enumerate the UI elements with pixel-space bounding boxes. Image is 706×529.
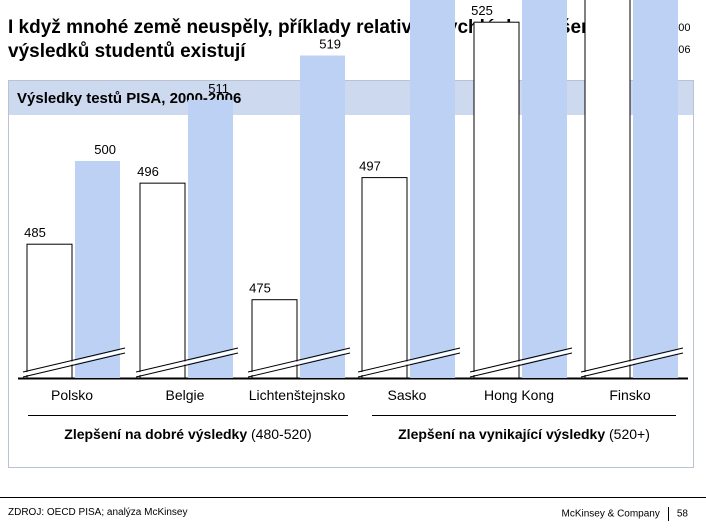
category-label-1: Belgie [166,387,205,403]
axis-break-top-2 [247,347,351,373]
value-label-2000-3: 497 [359,159,381,174]
group-label-0: Zlepšení na dobré výsledky (480-520) [64,426,311,442]
axis-break-gap-5 [581,349,683,376]
value-label-2000-0: 485 [24,225,46,240]
group-label-1: Zlepšení na vynikající výsledky (520+) [398,426,650,442]
bar-2006-2 [300,55,345,378]
axis-break-bottom-0 [22,352,126,378]
group-range-0: (480-520) [251,426,312,442]
bar-2000-1 [139,182,186,379]
chart-title: Výsledky testů PISA, 2000-2006 [17,90,242,107]
category-label-3: Sasko [388,387,427,403]
value-label-2006-1: 511 [208,81,229,96]
category-label-2: Lichtenštejnsko [249,387,346,403]
footer-separator [667,507,669,521]
bar-2006-5 [633,0,678,379]
bar-2000-3 [361,177,408,379]
bar-2000-4 [473,21,520,379]
axis-break-bottom-5 [580,352,684,378]
value-label-2000-2: 475 [249,281,271,296]
source-note: ZDROJ: OECD PISA; analýza McKinsey [8,507,188,518]
bar-2006-4 [522,0,567,378]
page-number: 58 [676,508,688,520]
axis-break-bottom-1 [135,352,239,378]
category-label-4: Hong Kong [484,387,554,403]
bar-2006-1 [188,99,233,379]
category-label-5: Finsko [609,387,650,403]
bar-2006-3 [410,0,455,379]
axis-break-gap-2 [248,349,350,376]
footer-divider [0,497,706,498]
value-label-2006-2: 519 [319,37,341,52]
bar-2000-5 [584,0,631,379]
axis-break-gap-1 [136,349,238,376]
axis-break-bottom-3 [357,352,461,378]
axis-break-top-1 [135,347,239,373]
group-label-text-1: Zlepšení na vynikající výsledky [398,426,609,442]
axis-break-bottom-2 [247,352,351,378]
axis-break-top-0 [22,347,126,373]
axis-break-gap-3 [358,349,460,376]
axis-break-top-5 [580,347,684,373]
value-label-2000-1: 496 [137,164,159,179]
group-range-1: (520+) [609,426,650,442]
bar-2006-0 [75,160,120,378]
value-label-2006-0: 500 [94,142,116,157]
axis-break-gap-0 [23,349,125,376]
axis-break-top-3 [357,347,461,373]
pisa-chart: 485 500 Polsko 496 511 Belgie 475 519 Lichtenšte… [18,0,688,442]
footer-brand: McKinsey & Company 58 [561,507,688,521]
axis-break-bottom-4 [469,352,573,378]
axis-break-top-4 [469,347,573,373]
panel-header: Výsledky testů PISA, 2000-2006 [9,81,693,115]
company-name: McKinsey & Company [561,508,660,520]
chart-panel: Výsledky testů PISA, 2000-2006 [8,80,694,468]
value-label-2000-4: 525 [471,3,493,18]
axis-break-gap-4 [470,349,572,376]
group-label-text-0: Zlepšení na dobré výsledky [64,426,251,442]
category-label-0: Polsko [51,387,93,403]
bar-2000-0 [26,243,73,379]
